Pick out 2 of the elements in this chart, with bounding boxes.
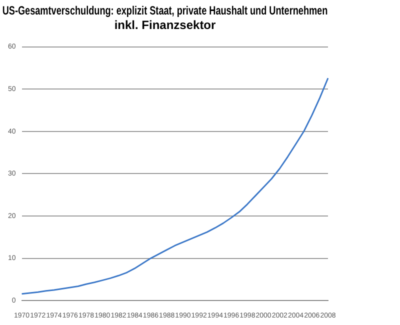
text: US-Gesamtverschuldung: explizit Staat, private Haushalt und Unternehmen: [2, 4, 328, 18]
text: inkl. Finanzsektor: [114, 18, 216, 32]
